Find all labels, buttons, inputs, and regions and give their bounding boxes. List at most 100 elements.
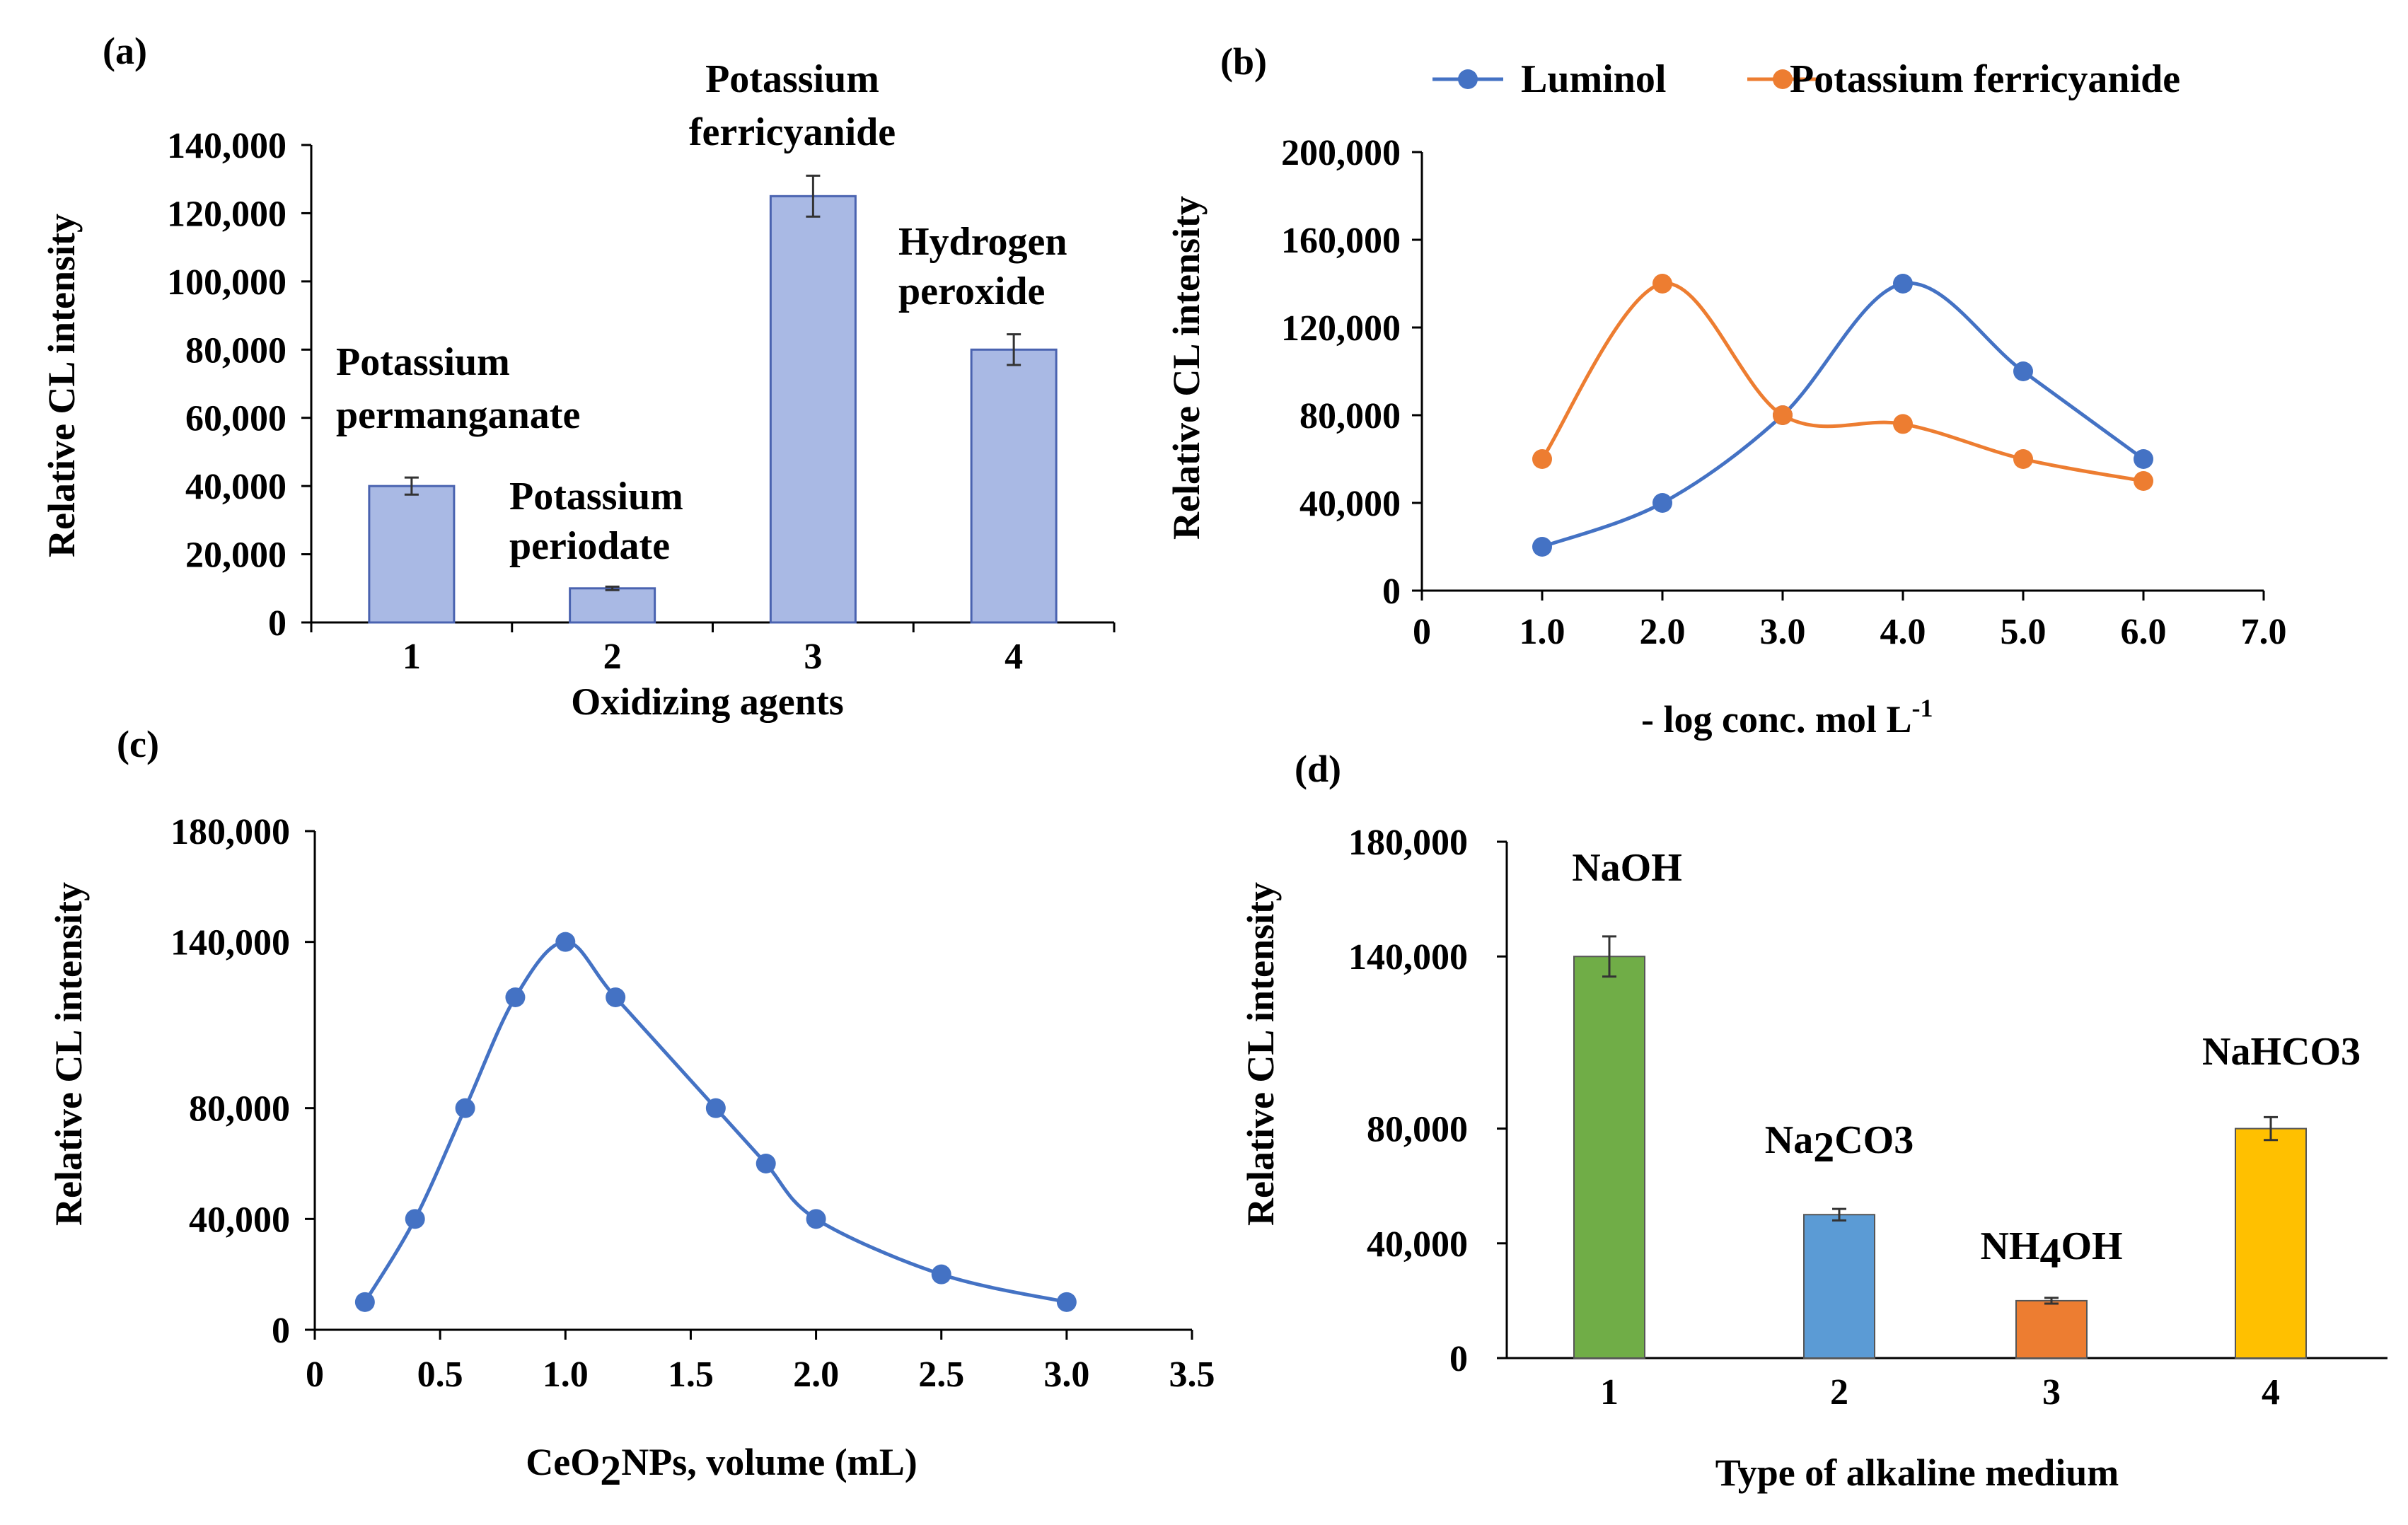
panel-b-x-tick-label: 4.0 [1880, 612, 1926, 652]
panel-c-data-point [555, 932, 576, 952]
panel-a-y-tick-label: 0 [268, 603, 286, 644]
panel-a-bar-annotation: periodate [509, 524, 670, 568]
panel-a-x-tick-label: 4 [1005, 637, 1023, 677]
panel-b-legend-label: Luminol [1521, 57, 1666, 101]
panel-a-bar-annotation: permanganate [336, 393, 580, 437]
panel-c-data-point [606, 987, 626, 1007]
panel-b-label: (b) [1220, 40, 1267, 83]
panel-a-label: (a) [103, 30, 147, 72]
panel-b-x-tick-label: 2.0 [1640, 612, 1686, 652]
panel-d-x-tick-label: 1 [1600, 1372, 1619, 1413]
panel-c-y-tick-label: 40,000 [189, 1200, 290, 1240]
panel-c-x-tick-label: 2.0 [793, 1355, 839, 1395]
panel-b-x-tick-label: 1.0 [1520, 612, 1565, 652]
panel-a-y-tick-label: 20,000 [185, 535, 286, 576]
panel-a-bar [569, 587, 656, 624]
panel-a-y-tick-label: 140,000 [167, 126, 286, 166]
panel-c-chart: (c) 0 40,000 80,000 140,000 180,000 0 0.5 1.0 1.5… [47, 723, 1215, 1494]
panel-b-data-point [2134, 449, 2153, 469]
panel-d-x-tick-label: 4 [2262, 1372, 2280, 1413]
panel-c-x-tick-label: 0.5 [417, 1355, 463, 1395]
panel-d-bar-annotation: NaOH [1572, 846, 1682, 890]
panel-c-data-point [705, 1098, 726, 1118]
panel-b-data-point [1652, 274, 1672, 294]
panel-d-bar [1573, 956, 1645, 1359]
panel-d-x-tick-label: 3 [2042, 1372, 2061, 1413]
panel-a-bar [970, 348, 1058, 624]
panel-b-y-tick-label: 120,000 [1281, 308, 1401, 349]
panel-d-bar [2015, 1299, 2088, 1359]
panel-c-series-line [363, 940, 1067, 1304]
panel-d-y-axis-title: Relative CL intensity [1239, 882, 1282, 1226]
panel-a-y-tick-label: 80,000 [185, 330, 286, 371]
panel-b-y-tick-label: 200,000 [1281, 133, 1401, 173]
panel-d-bar-annotation: NH4OH [1980, 1224, 2122, 1277]
panel-c-x-tick-label: 2.5 [918, 1355, 964, 1395]
panel-c-y-tick-label: 0 [272, 1311, 290, 1351]
panel-c-data-point [806, 1209, 826, 1229]
panel-c-y-tick-label: 140,000 [170, 923, 290, 963]
panel-a-y-tick-label: 60,000 [185, 399, 286, 439]
panel-c-data-point [756, 1154, 776, 1173]
panel-c-y-tick-label: 80,000 [189, 1089, 290, 1130]
panel-b-series-line [1540, 282, 2144, 483]
panel-b-legend-marker [1458, 69, 1478, 89]
panel-b-y-axis-title: Relative CL intensity [1165, 196, 1208, 540]
panel-d-x-tick-label: 2 [1830, 1372, 1848, 1413]
panel-b-data-point [1773, 405, 1793, 425]
panel-c-label: (c) [117, 723, 159, 765]
panel-a-y-axis-title: Relative CL intensity [40, 214, 83, 557]
panel-b-data-point [2013, 449, 2033, 469]
panel-b-x-tick-label: 3.0 [1760, 612, 1806, 652]
panel-d-bar [2235, 1127, 2307, 1359]
panel-d-y-tick-label: 40,000 [1367, 1224, 1468, 1265]
panel-a-x-axis-title: Oxidizing agents [571, 680, 844, 723]
panel-b-x-tick-label: 5.0 [2001, 612, 2047, 652]
panel-c-x-tick-label: 1.0 [543, 1355, 589, 1395]
panel-c-x-tick-label: 3.5 [1169, 1355, 1215, 1395]
panel-a-bar-annotation: Potassium [509, 475, 683, 518]
panel-c-data-point [354, 1292, 375, 1312]
panel-d-y-tick-label: 140,000 [1348, 937, 1468, 978]
panel-c-data-point [1056, 1292, 1077, 1312]
panel-c-x-tick-label: 0 [306, 1355, 324, 1395]
panel-b-data-point [1532, 537, 1552, 557]
panel-a-chart: (a) 0 20,000 40,000 60,000 80,000 100,000 120,0… [40, 30, 1116, 723]
panel-c-x-axis-title: CeO2NPs, volume (mL) [526, 1441, 917, 1494]
panel-d-label: (d) [1295, 748, 1341, 790]
panel-c-data-point [931, 1264, 951, 1285]
panel-b-x-tick-label: 0 [1413, 612, 1431, 652]
panel-b-x-tick-label: 7.0 [2241, 612, 2287, 652]
panel-b-data-point [1893, 274, 1913, 294]
panel-a-y-tick-label: 40,000 [185, 467, 286, 507]
panel-a-bar [368, 485, 456, 624]
panel-c-y-tick-label: 180,000 [170, 812, 290, 852]
panel-b-x-axis-title: - log conc. mol L-1 [1641, 694, 1933, 741]
panel-c-x-tick-label: 1.5 [668, 1355, 714, 1395]
panel-b-data-point [1893, 414, 1913, 434]
panel-a-bar-annotation: ferricyanide [689, 110, 896, 154]
panel-d-chart: (d) 0 40,000 80,000 140,000 180,000 1 NaOH 2 Na2C… [1239, 748, 2387, 1494]
panel-a-x-tick-label: 2 [603, 637, 622, 677]
panel-b-y-tick-label: 40,000 [1299, 484, 1401, 524]
panel-a-bar [769, 195, 857, 624]
panel-d-bar [1803, 1214, 1875, 1359]
panel-b-data-point [1652, 493, 1672, 513]
panel-c-y-axis-title: Relative CL intensity [47, 882, 90, 1226]
panel-a-x-tick-label: 1 [403, 637, 421, 677]
panel-b-chart: (b) 0 40,000 80,000 120,000 160,000 200,000 0 1.… [1165, 40, 2287, 741]
panel-d-x-axis-title: Type of alkaline medium [1715, 1451, 2119, 1494]
panel-a-bar-annotation: peroxide [898, 269, 1045, 313]
panel-b-series-line [1541, 281, 2145, 549]
panel-d-y-tick-label: 180,000 [1348, 823, 1468, 863]
panel-c-data-point [455, 1098, 475, 1118]
panel-b-y-tick-label: 80,000 [1299, 396, 1401, 436]
panel-b-x-tick-label: 6.0 [2121, 612, 2167, 652]
panel-b-y-tick-label: 160,000 [1281, 221, 1401, 261]
panel-d-bar-annotation: Na2CO3 [1765, 1118, 1914, 1171]
panel-b-legend-label: Potassium ferricyanide [1790, 57, 2180, 101]
panel-a-y-tick-label: 120,000 [167, 194, 286, 234]
panel-b-data-point [1532, 449, 1552, 469]
panel-b-legend-marker [1773, 69, 1793, 89]
